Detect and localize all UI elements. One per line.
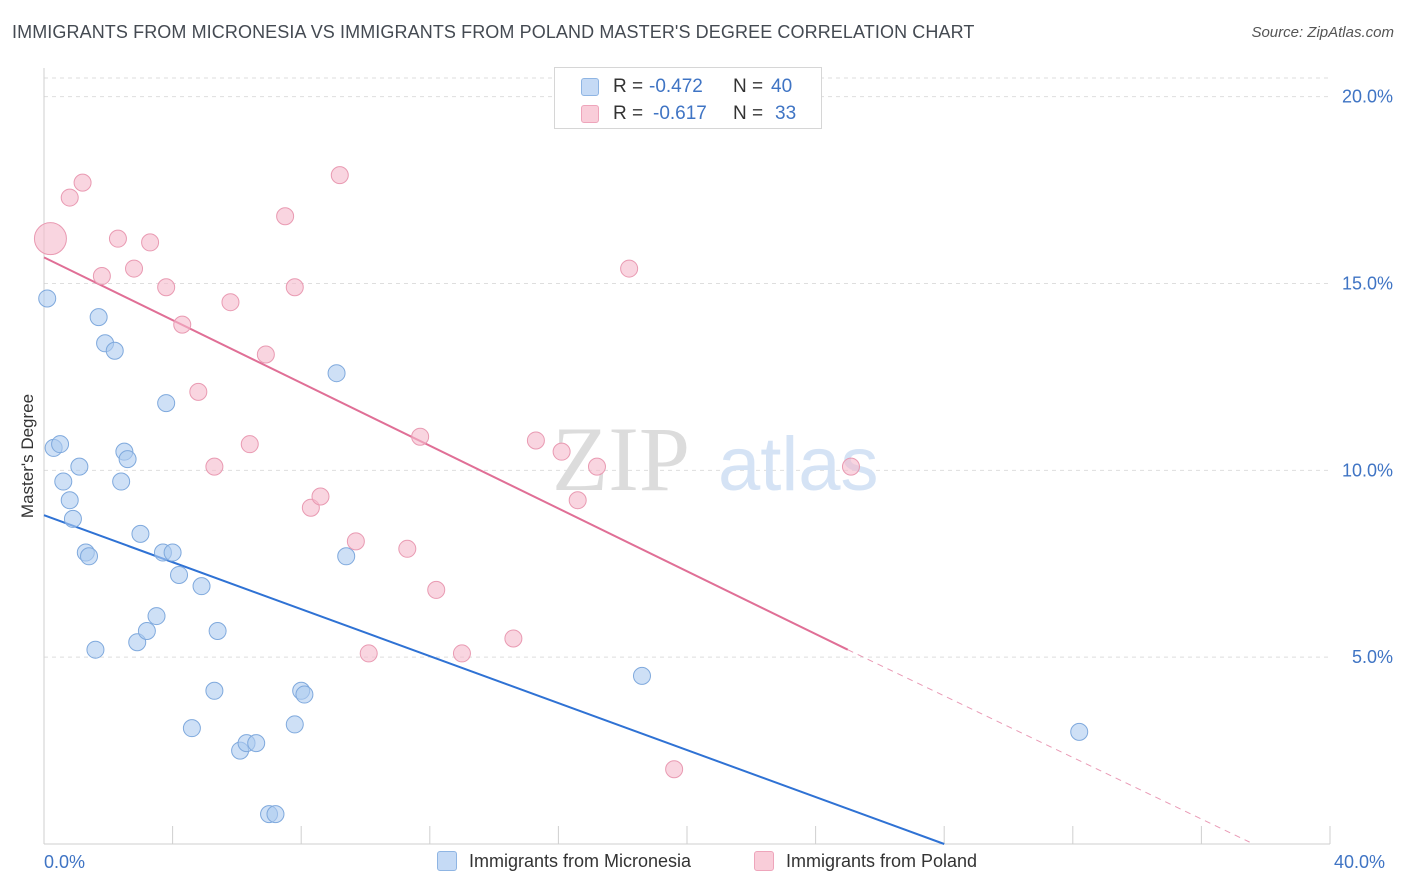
trend-line-series-0 — [43, 514, 945, 845]
n-label: N = — [733, 103, 764, 124]
y-tick-label-1: 10.0% — [1342, 460, 1393, 480]
data-point-series-1-8 — [173, 315, 192, 334]
y-tick-label-2: 15.0% — [1342, 274, 1393, 294]
poland-swatch — [581, 105, 599, 123]
axes — [43, 68, 1331, 845]
r-label: R = — [613, 103, 644, 124]
data-points — [33, 166, 1089, 824]
r-value-poland: -0.617 — [653, 103, 707, 124]
data-point-series-0-6 — [70, 457, 89, 476]
data-point-series-0-5 — [63, 509, 82, 528]
data-point-series-0-21 — [157, 394, 176, 413]
y-tick-label-3: 20.0% — [1342, 87, 1393, 107]
data-point-series-0-9 — [86, 640, 105, 659]
data-point-series-1-22 — [411, 427, 430, 446]
micronesia-legend-swatch — [437, 851, 457, 871]
watermark: ZIP atlas — [552, 408, 879, 510]
legend-label-micronesia: Immigrants from Micronesia — [469, 851, 692, 871]
data-point-series-1-15 — [285, 278, 304, 297]
data-point-series-0-8 — [80, 547, 99, 566]
data-point-series-0-30 — [247, 734, 266, 753]
trend-lines — [43, 256, 1250, 845]
data-point-series-1-13 — [256, 345, 275, 364]
data-point-series-1-10 — [205, 457, 224, 476]
data-point-series-0-0 — [38, 289, 57, 308]
x-tick-label-max: 40.0% — [1334, 852, 1386, 872]
data-point-series-1-17 — [311, 487, 330, 506]
data-point-series-0-35 — [295, 685, 314, 704]
data-point-series-1-24 — [452, 644, 471, 663]
data-point-series-1-2 — [73, 173, 92, 192]
data-point-series-0-39 — [1070, 722, 1089, 741]
micronesia-swatch — [581, 78, 599, 96]
data-point-series-0-32 — [266, 805, 285, 824]
x-tick-label-min: 0.0% — [44, 852, 86, 872]
stats-legend-row-micronesia: R = -0.472 N = 40 — [555, 73, 821, 101]
data-point-series-0-15 — [118, 450, 137, 469]
data-point-series-1-12 — [240, 435, 259, 454]
data-point-series-1-32 — [841, 457, 860, 476]
data-point-series-1-20 — [359, 644, 378, 663]
data-point-series-1-3 — [92, 267, 111, 286]
data-point-series-1-18 — [330, 166, 349, 185]
r-label: R = — [613, 76, 644, 97]
poland-legend-swatch — [754, 851, 774, 871]
data-point-series-0-33 — [285, 715, 304, 734]
n-value-micronesia: 40 — [771, 76, 793, 97]
data-point-series-0-2 — [51, 435, 70, 454]
data-point-series-0-22 — [163, 543, 182, 562]
data-point-series-1-19 — [346, 532, 365, 551]
legend-item-micronesia: Immigrants from Micronesia — [437, 851, 691, 872]
legend-label-poland: Immigrants from Poland — [786, 851, 978, 871]
data-point-series-0-19 — [147, 607, 166, 626]
n-value-poland: 33 — [775, 103, 797, 124]
data-point-series-0-26 — [205, 681, 224, 700]
data-point-series-0-12 — [105, 341, 124, 360]
chart-title: IMMIGRANTS FROM MICRONESIA VS IMMIGRANTS… — [12, 22, 975, 42]
data-point-series-0-10 — [89, 308, 108, 327]
r-value-micronesia: -0.472 — [649, 76, 703, 97]
data-point-series-0-18 — [137, 622, 156, 641]
data-point-series-1-30 — [620, 259, 639, 278]
data-point-series-1-1 — [60, 188, 79, 207]
data-point-series-0-13 — [112, 472, 131, 491]
data-point-series-1-21 — [398, 539, 417, 558]
data-point-series-1-27 — [552, 442, 571, 461]
data-point-series-0-4 — [60, 491, 79, 510]
data-point-series-0-17 — [131, 524, 150, 543]
stats-legend-row-poland: R = -0.617 N = 33 — [555, 100, 821, 128]
data-point-series-0-27 — [208, 622, 227, 641]
data-point-series-0-36 — [327, 364, 346, 383]
data-point-series-0-38 — [632, 666, 651, 685]
y-tick-labels: 5.0% 10.0% 15.0% 20.0% — [1342, 87, 1393, 667]
data-point-series-1-6 — [141, 233, 160, 252]
data-point-series-1-0 — [33, 222, 67, 256]
data-point-series-1-23 — [427, 580, 446, 599]
data-point-series-1-14 — [276, 207, 295, 226]
data-point-series-0-24 — [182, 719, 201, 738]
data-point-series-1-28 — [568, 491, 587, 510]
data-point-series-0-37 — [337, 547, 356, 566]
data-point-series-1-26 — [526, 431, 545, 450]
data-point-series-0-3 — [54, 472, 73, 491]
trend-line-extension-series-1 — [847, 649, 1250, 843]
data-point-series-0-23 — [170, 565, 189, 584]
n-label: N = — [733, 76, 764, 97]
data-point-series-1-11 — [221, 293, 240, 312]
data-point-series-1-31 — [665, 760, 684, 779]
data-point-series-1-7 — [157, 278, 176, 297]
legend-item-poland: Immigrants from Poland — [754, 851, 977, 872]
stats-legend: R = -0.472 N = 40 R = -0.617 N = 33 — [554, 67, 822, 129]
data-point-series-1-5 — [125, 259, 144, 278]
source-label: Source: ZipAtlas.com — [1251, 24, 1394, 41]
data-point-series-1-9 — [189, 382, 208, 401]
data-point-series-1-29 — [587, 457, 606, 476]
data-point-series-1-25 — [504, 629, 523, 648]
data-point-series-1-4 — [108, 229, 127, 248]
data-point-series-0-25 — [192, 577, 211, 596]
y-tick-label-0: 5.0% — [1352, 647, 1393, 667]
